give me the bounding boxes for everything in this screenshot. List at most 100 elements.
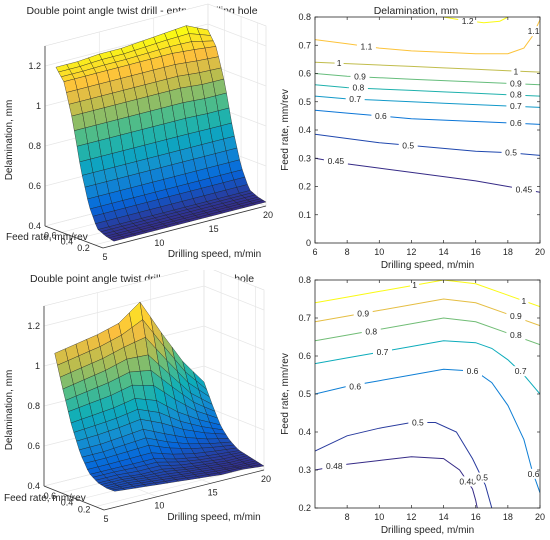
x-tick-label: 14 xyxy=(439,247,449,257)
contour-label: 0.6 xyxy=(510,118,522,128)
y-axis-line xyxy=(44,225,104,249)
x-tick-label: 8 xyxy=(345,247,350,257)
y-tick-label: 0.6 xyxy=(44,230,57,240)
contour-label: 0.6 xyxy=(528,469,540,479)
contour-label-bg xyxy=(511,366,531,377)
y-tick-label: 0.2 xyxy=(78,505,91,515)
contour-label: 0.9 xyxy=(510,78,522,88)
contour-label: 0.9 xyxy=(357,308,369,318)
x-tick-label: 10 xyxy=(154,501,164,511)
y-tick-label: 0.3 xyxy=(298,465,311,475)
x-tick-label: 12 xyxy=(406,247,416,257)
contour-label-bg xyxy=(519,295,529,306)
z-tick-label: 1.2 xyxy=(28,61,41,71)
contour-label-bg xyxy=(511,66,521,77)
x-tick-label: 10 xyxy=(374,247,384,257)
contour-label: 0.9 xyxy=(354,71,366,81)
x-tick-label: 18 xyxy=(503,512,513,522)
x-tick-label: 16 xyxy=(471,512,481,522)
y-tick-label: 0.5 xyxy=(298,389,311,399)
x-tick-label: 5 xyxy=(103,514,108,524)
y-tick-label: 0.2 xyxy=(77,243,90,253)
y-tick-label: 0.7 xyxy=(298,40,311,50)
y-axis-line xyxy=(43,485,105,511)
surface-chart-entry: Double point angle twist drill - entry o… xyxy=(4,3,273,262)
x-tick-label: 10 xyxy=(374,512,384,522)
contour-label-bg xyxy=(506,78,526,89)
plot-area xyxy=(315,280,540,508)
contour-label-bg xyxy=(373,347,392,358)
contour-label-bg xyxy=(410,279,420,290)
y-axis-label: Feed rate, mm/rev xyxy=(280,353,291,435)
contour-label-bg xyxy=(408,417,428,428)
x-tick-label: 14 xyxy=(439,512,449,522)
surface-panel-entry: Double point angle twist drill - entry o… xyxy=(0,0,275,270)
surface-patch xyxy=(215,92,230,112)
contour-label: 0.8 xyxy=(510,90,522,100)
contour-label: 1.1 xyxy=(528,26,540,36)
x-tick-label: 20 xyxy=(261,474,271,484)
contour-label-bg xyxy=(398,140,418,151)
contour-label-bg xyxy=(472,472,492,483)
contour-label: 0.48 xyxy=(459,476,476,486)
contour-chart-exit: 0.480.480.50.50.60.60.60.70.70.8 0.80.9 0.… xyxy=(280,275,545,536)
x-axis-line xyxy=(102,205,267,249)
y-tick-label: 0.4 xyxy=(61,498,74,508)
contour-line xyxy=(315,298,540,327)
surface-patch xyxy=(250,464,265,468)
y-tick-label: 0.3 xyxy=(298,153,311,163)
surface-patch xyxy=(252,200,267,205)
y-tick-label: 0 xyxy=(306,238,311,248)
contour-label-bg xyxy=(524,26,544,37)
z-axis-label: Delamination, mm xyxy=(4,370,15,451)
x-tick-label: 16 xyxy=(471,247,481,257)
z-tick-label: 0.4 xyxy=(27,481,40,491)
surface-panel-exit: Double point angle twist drill - exit of… xyxy=(0,270,275,540)
contour-label: 1.2 xyxy=(462,16,474,26)
contour-label-bg xyxy=(511,184,536,195)
y-tick-label: 0.2 xyxy=(298,503,311,513)
z-tick-label: 1 xyxy=(36,101,41,111)
contour-panel-entry: Delamination, mm 0.45 0.45 0.5 0.5 0.6 0.6 0.7… xyxy=(275,0,550,270)
x-tick-label: 15 xyxy=(208,487,218,497)
contour-line xyxy=(315,456,478,508)
x-tick-label: 5 xyxy=(102,252,107,262)
contour-label-bg xyxy=(353,308,373,319)
contour-label: 0.5 xyxy=(476,473,488,483)
contour-label-bg xyxy=(350,71,370,82)
contour-label: 0.8 xyxy=(510,330,522,340)
contour-label-bg xyxy=(348,82,368,93)
contour-label-bg xyxy=(345,93,365,104)
contour-line xyxy=(315,317,540,346)
x-tick-label: 20 xyxy=(263,210,273,220)
chart-title: Delamination, mm xyxy=(374,5,459,17)
x-tick-label: 20 xyxy=(535,247,545,257)
contour-label: 1 xyxy=(412,280,417,290)
contour-label-bg xyxy=(334,57,344,68)
contour-label: 0.6 xyxy=(467,366,479,376)
contour-label: 1 xyxy=(522,296,527,306)
z-tick-label: 1 xyxy=(35,361,40,371)
y-tick-label: 0.1 xyxy=(298,210,311,220)
contour-label: 0.9 xyxy=(510,311,522,321)
contour-line xyxy=(315,109,540,125)
contour-label-bg xyxy=(524,468,544,479)
x-axis-line xyxy=(103,469,265,511)
contour-line xyxy=(315,280,540,308)
contour-label: 1.1 xyxy=(361,42,373,52)
z-tick-label: 0.4 xyxy=(28,221,41,231)
contour-label-bg xyxy=(323,156,348,167)
x-tick-label: 18 xyxy=(503,247,513,257)
x-tick-label: 6 xyxy=(312,247,317,257)
contour-label: 0.8 xyxy=(352,83,364,93)
contour-label: 0.7 xyxy=(377,347,389,357)
x-axis-label: Drilling speed, m/min xyxy=(381,260,474,270)
contour-label-bg xyxy=(506,100,526,111)
y-tick-label: 0.6 xyxy=(298,69,311,79)
y-axis-label: Feed rate, mm/rev xyxy=(4,493,86,504)
z-tick-label: 0.8 xyxy=(27,401,40,411)
contour-label-bg xyxy=(345,381,365,392)
x-tick-label: 15 xyxy=(209,224,219,234)
surface-chart-exit: Double point angle twist drill - exit of… xyxy=(4,270,271,524)
y-tick-label: 0.7 xyxy=(298,313,311,323)
